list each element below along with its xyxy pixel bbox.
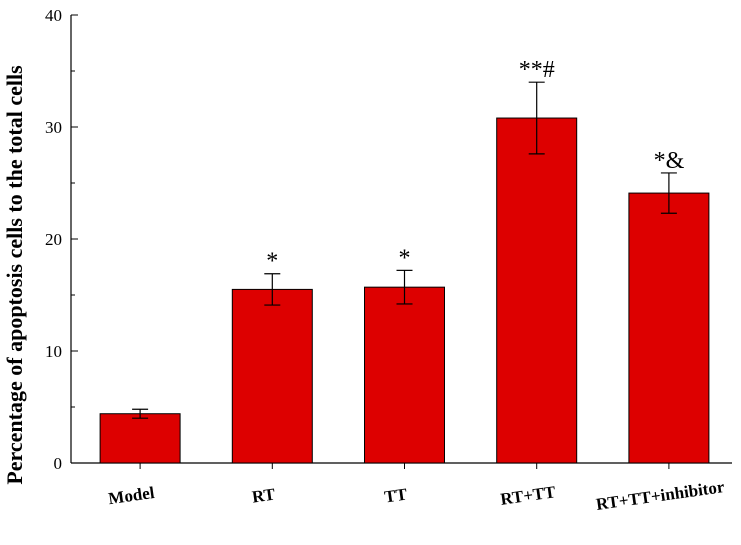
significance-label: **# xyxy=(519,57,555,83)
x-tick-label: RT+TT xyxy=(499,482,557,509)
x-tick-label: Model xyxy=(107,483,156,508)
bar xyxy=(99,413,181,464)
bar xyxy=(231,288,313,464)
bar xyxy=(364,286,445,464)
y-tick-label: 30 xyxy=(45,118,62,137)
y-tick-label: 40 xyxy=(45,6,62,25)
y-tick-label: 10 xyxy=(45,342,62,361)
y-tick-label: 0 xyxy=(54,454,63,473)
significance-label: *& xyxy=(654,148,685,174)
y-axis-label: Percentage of apoptosis cells to the tot… xyxy=(2,65,27,485)
y-tick-label: 20 xyxy=(45,230,62,249)
plot-area: 0 10 20 30 40 Model * RT * TT **# RT+TT *& RT+TT+inhi… xyxy=(45,6,732,514)
significance-label: * xyxy=(266,249,278,275)
significance-label: * xyxy=(399,245,411,271)
bar xyxy=(628,192,710,464)
x-tick-label: RT xyxy=(251,484,277,506)
x-tick-label: TT xyxy=(383,484,409,506)
x-tick-label: RT+TT+inhibitor xyxy=(595,477,726,514)
bar xyxy=(496,117,578,464)
